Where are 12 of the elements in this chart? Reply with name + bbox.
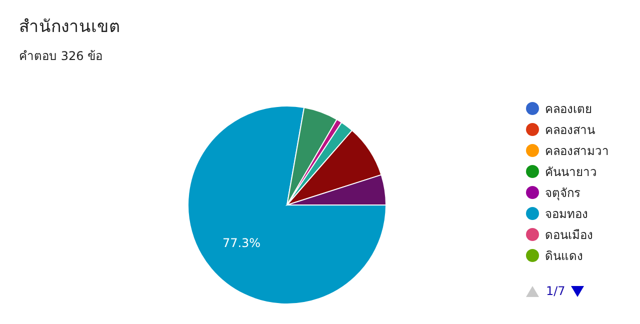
text: 1/7 <box>546 284 566 298</box>
legend-label: ดินแดง <box>545 248 583 265</box>
legend-label: คันนายาว <box>545 164 597 181</box>
chart-title: สำนักงานเขต <box>19 16 120 39</box>
legend-label: จตุจักร <box>545 185 580 202</box>
legend-label: คลองสาน <box>545 122 595 139</box>
legend-label: ดอนเมือง <box>545 227 593 244</box>
legend-label: คลองเตย <box>545 101 592 118</box>
legend-label: จอมทอง <box>545 206 588 223</box>
legend-label: คลองสามวา <box>545 143 609 160</box>
data-label: 77.3% <box>222 236 261 250</box>
text: คำตอบ 326 ข้อ <box>19 48 103 65</box>
